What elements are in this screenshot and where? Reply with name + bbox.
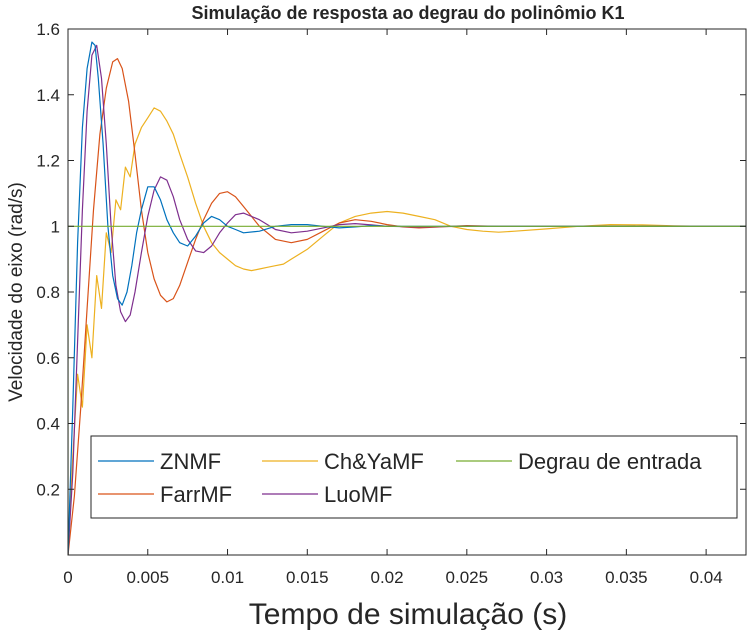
y-tick-label: 1 xyxy=(51,217,60,236)
y-tick-label: 0.6 xyxy=(36,349,60,368)
y-axis: 0.2 0.4 0.6 0.8 1 1.2 1.4 1.6 xyxy=(36,20,746,499)
x-tick-label: 0 xyxy=(63,568,72,587)
series-line-degrau-de-entrada xyxy=(68,225,746,555)
legend-label: FarrMF xyxy=(160,482,232,507)
x-tick-label: 0.03 xyxy=(530,568,563,587)
x-tick-label: 0.015 xyxy=(286,568,329,587)
x-tick-label: 0.025 xyxy=(446,568,489,587)
legend-label: Ch&YaMF xyxy=(324,449,424,474)
legend-label: Degrau de entrada xyxy=(518,449,702,474)
x-tick-label: 0.005 xyxy=(126,568,169,587)
y-axis-label: Velocidade do eixo (rad/s) xyxy=(6,182,27,402)
y-tick-label: 0.4 xyxy=(36,415,60,434)
x-tick-label: 0.02 xyxy=(371,568,404,587)
x-tick-label: 0.04 xyxy=(690,568,723,587)
legend-label: LuoMF xyxy=(324,482,392,507)
legend-box xyxy=(90,435,738,519)
x-axis-label: Tempo de simulação (s) xyxy=(249,598,567,631)
series-line-luomf xyxy=(68,44,746,555)
x-axis: 0 0.005 0.01 0.015 0.02 0.025 0.03 0.035 0.04 xyxy=(63,29,723,587)
legend-label: ZNMF xyxy=(160,449,221,474)
series-line-farrmf xyxy=(68,57,746,555)
y-tick-label: 0.2 xyxy=(36,480,60,499)
chart-title: Simulação de resposta ao degrau do polin… xyxy=(191,3,624,23)
y-tick-label: 1.2 xyxy=(36,152,60,171)
x-tick-label: 0.035 xyxy=(605,568,648,587)
legend: ZNMF Ch&YaMF Degrau de entrada FarrMF LuoMF xyxy=(90,435,738,519)
y-tick-label: 1.6 xyxy=(36,20,60,39)
y-tick-label: 1.4 xyxy=(36,86,60,105)
x-tick-label: 0.01 xyxy=(211,568,244,587)
y-tick-label: 0.8 xyxy=(36,283,60,302)
series-line-ch-yamf xyxy=(68,107,746,555)
